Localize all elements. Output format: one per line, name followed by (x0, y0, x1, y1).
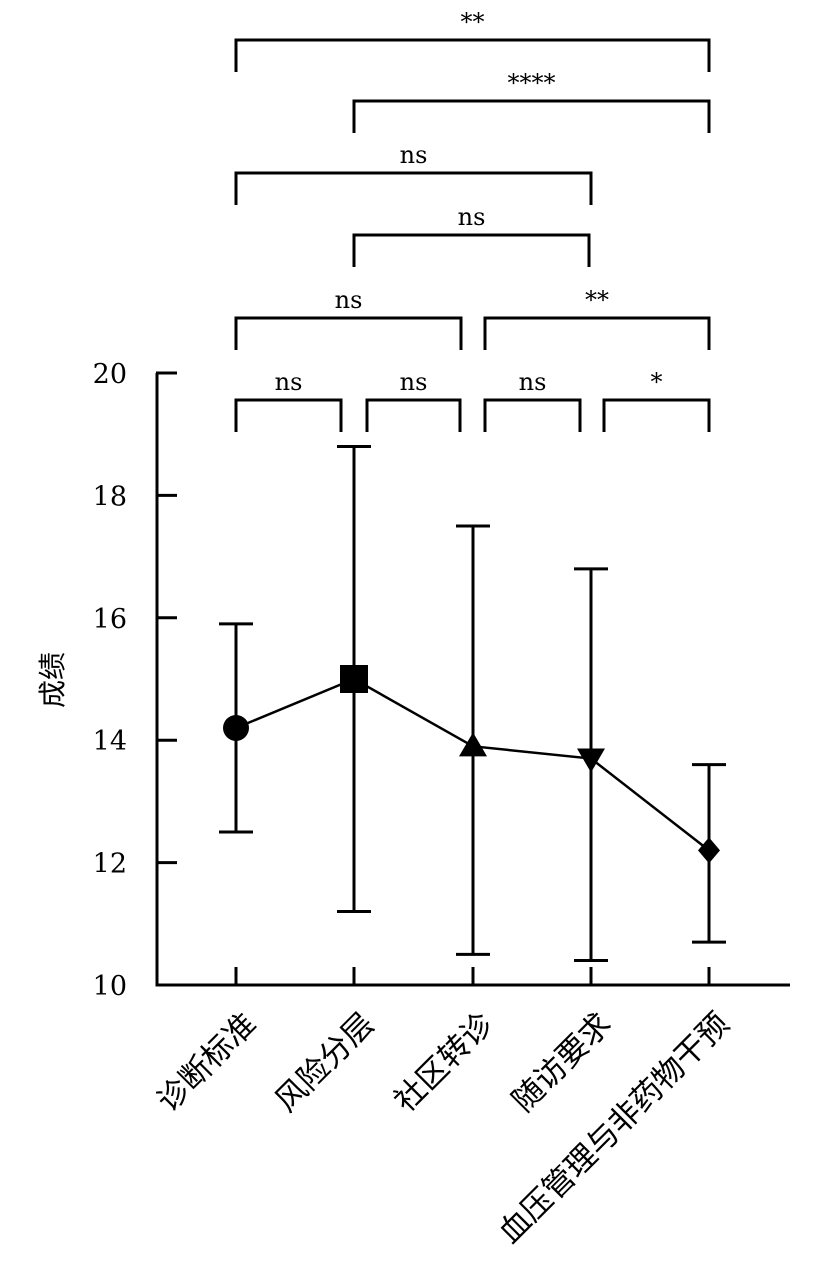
significance-label: ns (335, 286, 363, 314)
data-point-circle (223, 714, 249, 741)
significance-bracket (483, 398, 582, 432)
significance-label: ns (519, 368, 547, 396)
significance-bracket (483, 316, 711, 350)
significance-bracket (602, 398, 711, 432)
significance-bracket (234, 171, 593, 205)
significance-bracket (234, 38, 711, 72)
category-label: 随访要求 (505, 1006, 618, 1119)
significance-label: ** (461, 8, 485, 36)
significance-bracket (234, 398, 343, 432)
data-point-triangle-up (459, 732, 487, 757)
y-tick-label: 16 (93, 604, 127, 635)
category-label: 风险分层 (268, 1006, 381, 1119)
axes: 10 12 14 16 18 20 (93, 359, 790, 1002)
data-point-square (340, 665, 368, 693)
significance-bracket (365, 398, 462, 432)
category-label: 诊断标准 (150, 1006, 263, 1119)
category-label: 血压管理与非药物干预 (492, 1006, 737, 1251)
significance-label: ns (275, 368, 303, 396)
significance-label: ns (458, 203, 486, 231)
data-point-diamond (698, 837, 720, 864)
significance-label: * (651, 368, 663, 396)
significance-label: ** (585, 286, 609, 314)
significance-label: **** (508, 69, 556, 97)
y-tick-label: 12 (93, 849, 127, 880)
y-axis-label: 成绩 (36, 652, 69, 708)
significance-bracket (352, 233, 591, 267)
y-tick-label: 18 (93, 481, 127, 512)
y-tick-label: 14 (93, 726, 127, 757)
y-tick-label: 20 (93, 359, 127, 390)
y-tick-label: 10 (93, 971, 127, 1002)
data-point-triangle-down (577, 748, 605, 773)
significance-label: ns (400, 368, 428, 396)
series (223, 665, 720, 864)
significance-bracket (234, 316, 463, 350)
significance-label: ns (400, 141, 428, 169)
significance-bracket (352, 99, 711, 133)
category-label: 社区转诊 (387, 1006, 500, 1119)
